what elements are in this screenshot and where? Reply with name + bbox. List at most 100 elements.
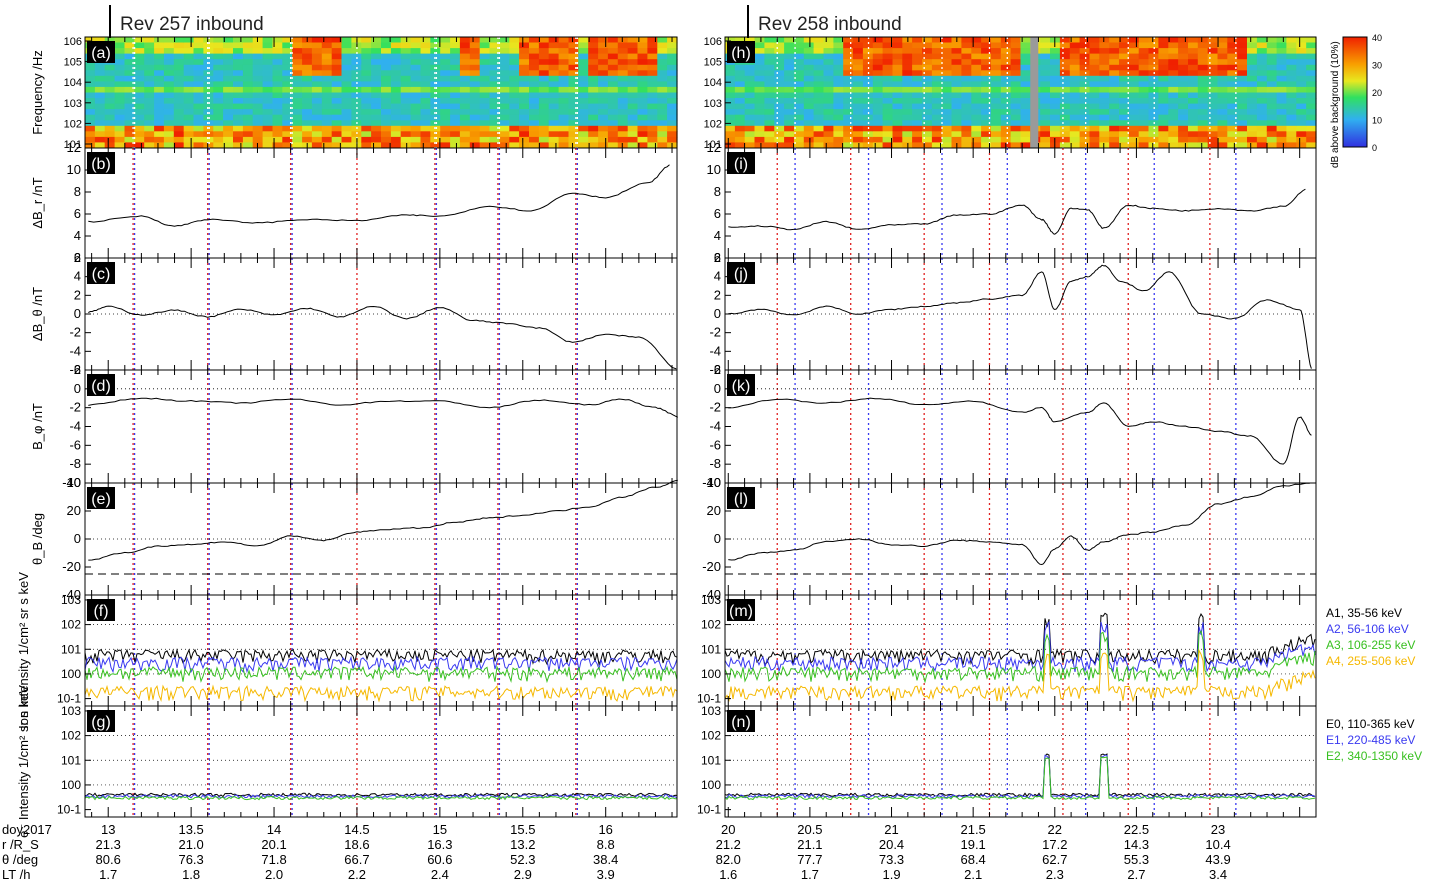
- heatmap-cell: [1148, 86, 1159, 93]
- heatmap-cell: [489, 70, 500, 77]
- heatmap-cell: [529, 70, 540, 77]
- heatmap-cell: [931, 98, 943, 105]
- xaxis-theta: 68.4: [960, 852, 985, 867]
- heatmap-cell: [104, 98, 116, 105]
- heatmap-cell: [637, 59, 648, 66]
- heatmap-cell: [922, 125, 933, 132]
- heatmap-cell: [1128, 81, 1140, 88]
- heatmap-cell: [912, 37, 923, 44]
- heatmap-cell: [440, 70, 451, 77]
- heatmap-cell: [961, 59, 972, 66]
- ytick-label: 6: [714, 206, 721, 221]
- heatmap-cell: [578, 131, 589, 138]
- heatmap-cell: [754, 120, 765, 127]
- heatmap-cell: [833, 125, 844, 132]
- heatmap-cell: [410, 53, 422, 60]
- heatmap-cell: [499, 37, 510, 44]
- heatmap-cell: [784, 103, 795, 110]
- heatmap-cell: [784, 81, 795, 88]
- intensity-series: [724, 630, 1316, 684]
- xaxis-theta: 71.8: [261, 852, 286, 867]
- heatmap-cell: [627, 42, 639, 49]
- heatmap-cell: [598, 86, 609, 93]
- heatmap-cell: [951, 92, 962, 99]
- heatmap-cell: [647, 37, 658, 44]
- heatmap-cell: [1010, 37, 1021, 44]
- heatmap-cell: [647, 75, 658, 82]
- heatmap-cell: [440, 48, 451, 55]
- heatmap-cell: [1247, 59, 1258, 66]
- heatmap-cell: [183, 92, 195, 99]
- heatmap-cell: [134, 125, 145, 132]
- heatmap-cell: [843, 131, 854, 138]
- heatmap-cell: [381, 142, 392, 149]
- heatmap-cell: [784, 64, 795, 71]
- heatmap-cell: [1286, 125, 1297, 132]
- heatmap-cell: [657, 125, 668, 132]
- heatmap-cell: [961, 131, 972, 138]
- heatmap-cell: [1040, 53, 1051, 60]
- heatmap-cell: [223, 142, 234, 149]
- xaxis-lt: 2.1: [964, 867, 982, 882]
- xaxis-lt: 2.9: [514, 867, 532, 882]
- xaxis-r: 20.4: [879, 837, 904, 852]
- ytick-label: -4: [709, 419, 721, 434]
- heatmap-cell: [430, 125, 441, 132]
- xaxis-doy: 22.5: [1124, 822, 1149, 837]
- heatmap-cell: [1158, 103, 1169, 110]
- colorbar-label: dB above background (10%): [1330, 41, 1341, 168]
- heatmap-cell: [813, 92, 824, 99]
- heatmap-cell: [862, 131, 874, 138]
- heatmap-cell: [1178, 142, 1189, 149]
- heatmap-cell: [538, 53, 550, 60]
- heatmap-cell: [764, 64, 775, 71]
- heatmap-cell: [558, 103, 570, 110]
- heatmap-cell: [104, 131, 116, 138]
- heatmap-cell: [519, 86, 530, 93]
- heatmap-cell: [1276, 142, 1287, 149]
- heatmap-cell: [469, 92, 481, 99]
- data-gap: [1030, 37, 1039, 148]
- heatmap-cell: [104, 64, 116, 71]
- heatmap-cell: [833, 142, 844, 149]
- heatmap-cell: [381, 86, 392, 93]
- heatmap-cell: [734, 120, 746, 127]
- heatmap-cell: [529, 86, 540, 93]
- heatmap-cell: [351, 131, 362, 138]
- heatmap-cell: [124, 48, 135, 55]
- heatmap-cell: [764, 120, 775, 127]
- legend-entry: E0, 110-365 keV: [1326, 717, 1415, 731]
- heatmap-cell: [784, 37, 795, 44]
- heatmap-cell: [1010, 120, 1021, 127]
- heatmap-cell: [223, 48, 234, 55]
- heatmap-cell: [1138, 98, 1150, 105]
- heatmap-cell: [252, 114, 264, 121]
- heatmap-cell: [390, 142, 402, 149]
- heatmap-cell: [853, 120, 864, 127]
- heatmap-cell: [1207, 53, 1219, 60]
- heatmap-cell: [833, 114, 844, 121]
- heatmap-cell: [193, 42, 204, 49]
- heatmap-cell: [1000, 53, 1012, 60]
- heatmap-cell: [144, 75, 155, 82]
- heatmap-cell: [154, 86, 165, 93]
- heatmap-cell: [558, 109, 570, 116]
- heatmap-cell: [124, 42, 135, 49]
- heatmap-cell: [371, 136, 382, 143]
- heatmap-cell: [213, 53, 224, 60]
- heatmap-cell: [1089, 136, 1100, 143]
- heatmap-cell: [774, 42, 785, 49]
- heatmap-cell: [1188, 131, 1199, 138]
- heatmap-cell: [341, 42, 352, 49]
- heatmap-cell: [321, 64, 333, 71]
- heatmap-cell: [1099, 125, 1110, 132]
- heatmap-cell: [1168, 114, 1179, 121]
- heatmap-cell: [931, 114, 943, 121]
- heatmap-cell: [134, 109, 145, 116]
- heatmap-cell: [647, 114, 658, 121]
- heatmap-cell: [144, 42, 155, 49]
- line-series: [728, 397, 1312, 465]
- heatmap-cell: [1188, 103, 1199, 110]
- heatmap-cell: [617, 125, 629, 132]
- heatmap-cell: [744, 98, 756, 105]
